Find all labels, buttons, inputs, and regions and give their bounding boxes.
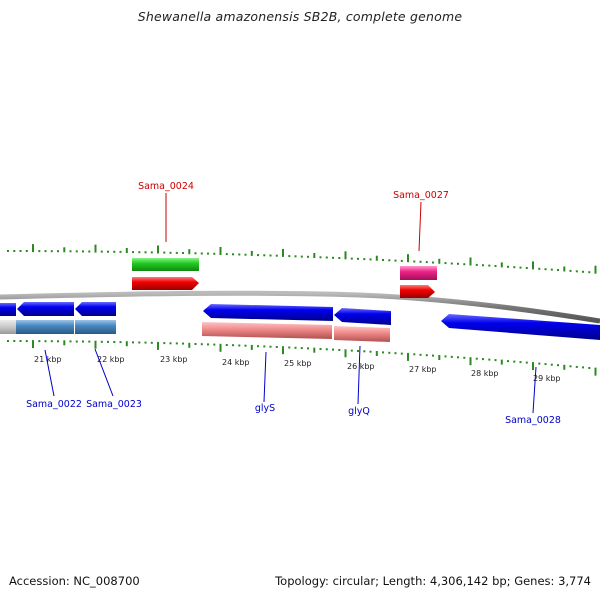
gene-sama-0027-arrow[interactable] [400,285,435,298]
feature-sama-0023-steel[interactable] [75,320,116,334]
tick-label-27kbp: 27 kbp [409,365,437,374]
reverse-tick-marks [7,340,597,376]
gene-labels: Sama_0024 Sama_0027 Sama_0022 Sama_0023 … [26,181,561,426]
scale-labels: 21 kbp 22 kbp 23 kbp 24 kbp 25 kbp 26 kb… [34,355,561,383]
label-glys[interactable]: glyS [255,403,275,414]
gene-sama-0023-arrow[interactable] [75,302,116,316]
feature-gray-block[interactable] [0,320,16,334]
leader-glyq [357,345,361,405]
label-sama-0024[interactable]: Sama_0024 [138,181,194,192]
leader-glys [263,351,267,403]
gene-sama-0022-arrow[interactable] [17,302,74,316]
forward-tick-marks [7,244,597,274]
feature-glys-salmon[interactable] [202,322,332,339]
map-title: Shewanella amazonensis SB2B, complete ge… [137,9,463,24]
label-leader-lines [44,193,537,414]
gene-sama-0027-pink[interactable] [400,266,437,280]
label-sama-0023[interactable]: Sama_0023 [86,399,142,410]
label-sama-0022[interactable]: Sama_0022 [26,399,82,410]
label-glyq[interactable]: glyQ [348,406,370,417]
leader-sama-0028 [532,366,537,414]
tick-label-21kbp: 21 kbp [34,355,62,364]
label-sama-0027[interactable]: Sama_0027 [393,190,449,201]
leader-sama-0023 [94,348,114,397]
tick-label-25kbp: 25 kbp [284,359,312,368]
tick-label-29kbp: 29 kbp [533,374,561,383]
forward-genes [132,258,437,298]
tick-label-24kbp: 24 kbp [222,358,250,367]
reverse-genes-upper [0,302,600,340]
genome-summary-text: Topology: circular; Length: 4,306,142 bp… [275,574,591,588]
label-sama-0028[interactable]: Sama_0028 [505,415,561,426]
leader-sama-0027 [418,201,422,252]
gene-glys-arrow[interactable] [203,304,333,321]
gene-sama-0028-arrow[interactable] [441,314,600,340]
tick-label-28kbp: 28 kbp [471,369,499,378]
tick-label-22kbp: 22 kbp [97,355,125,364]
gene-sama-0024-green[interactable] [132,258,199,271]
gene-sama-0021-arrow[interactable] [0,303,16,316]
gene-glyq-arrow[interactable] [334,308,391,325]
tick-label-26kbp: 26 kbp [347,362,375,371]
accession-text: Accession: NC_008700 [9,574,140,588]
leader-sama-0022 [44,349,55,397]
feature-glyq-salmon[interactable] [334,326,390,342]
feature-sama-0022-steel[interactable] [16,320,74,334]
tick-label-23kbp: 23 kbp [160,355,188,364]
genome-backbone [0,290,600,324]
gene-sama-0024-arrow[interactable] [132,277,199,290]
reverse-genes-lower [0,320,390,342]
